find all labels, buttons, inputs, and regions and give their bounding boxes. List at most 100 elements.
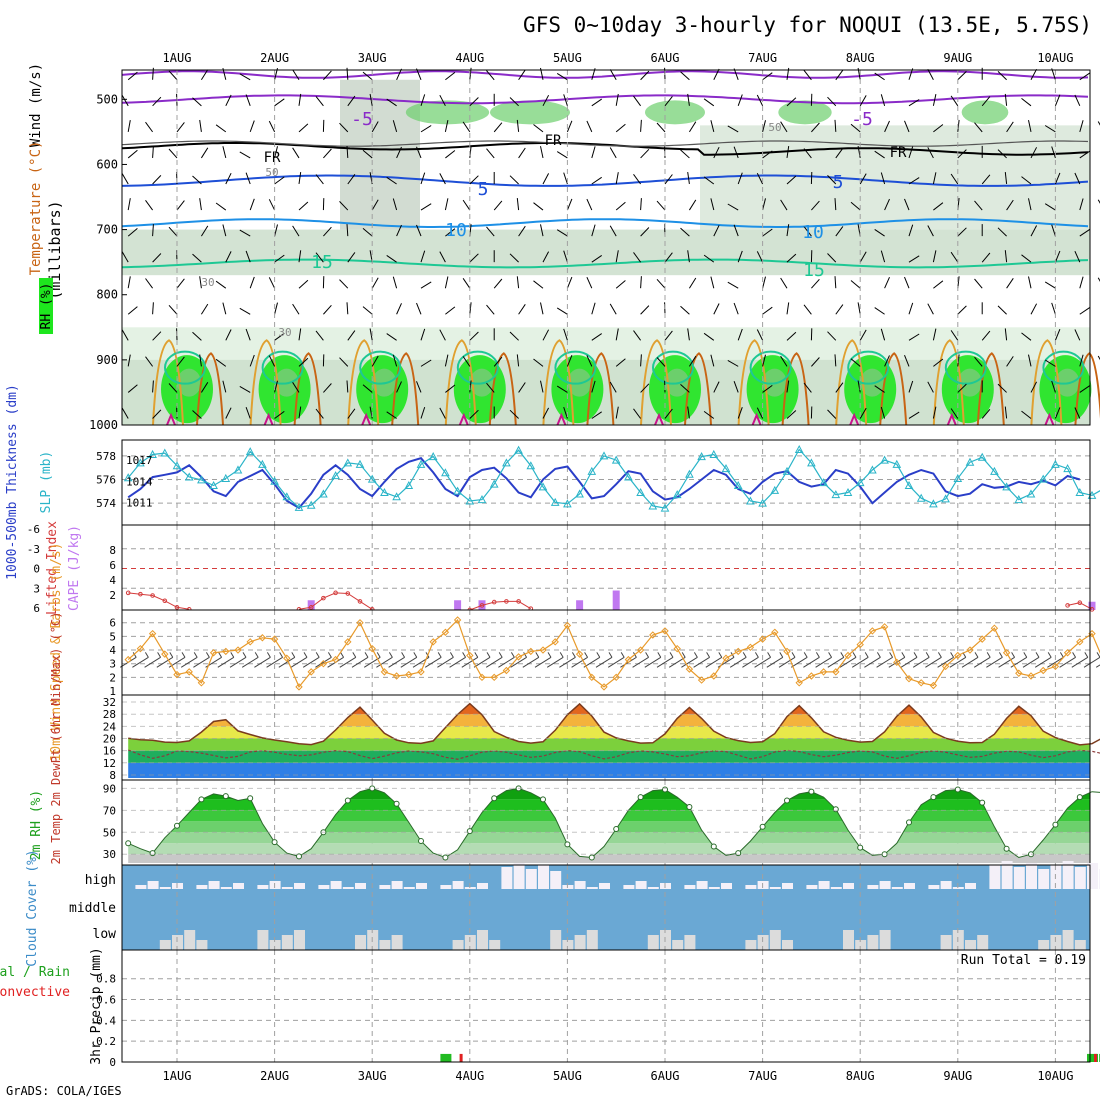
slp-point: [416, 459, 426, 468]
cloud-high-bar: [330, 881, 342, 889]
wind-barb: [640, 276, 642, 289]
cloud-high-bar: [135, 885, 147, 889]
wind-barb: [369, 328, 373, 341]
wind-barb: [591, 380, 596, 393]
wind-barb: [835, 382, 844, 393]
rh2m-point: [125, 840, 132, 847]
wind-barb: [222, 302, 227, 315]
wind-barb: [416, 224, 422, 237]
temp2m-ytick-label: 8: [109, 769, 116, 782]
temp-contour-30: [1044, 412, 1055, 426]
wind-barb: [1074, 329, 1081, 341]
cloud-low-bar: [269, 940, 281, 950]
wind-barb: [462, 278, 471, 289]
cloud-high-bar: [586, 887, 598, 889]
cloud-high-bar: [708, 887, 720, 889]
wind-barb: [908, 146, 914, 159]
wind-barb: [754, 652, 772, 668]
slp-point: [929, 499, 938, 508]
cloud-low-bar: [391, 935, 403, 950]
wind-barb: [225, 172, 232, 185]
wind-barb: [1079, 385, 1090, 393]
wind-barb: [533, 280, 544, 289]
wind-barb: [371, 277, 379, 289]
wind-barb: [927, 225, 934, 237]
wind-barb: [245, 172, 251, 185]
temp-contour-30: [556, 412, 567, 426]
wind-barb: [274, 176, 285, 185]
wind-barb: [780, 277, 788, 289]
wind-speed-point: [758, 635, 767, 643]
wind-barb: [571, 652, 589, 668]
slp-point: [660, 503, 670, 512]
wind-barb: [518, 69, 526, 81]
lifted-index-point: [504, 599, 509, 604]
wind-barb: [664, 96, 673, 107]
wind-barb: [912, 652, 930, 668]
wind-barb: [339, 279, 349, 289]
wind-barb: [609, 303, 617, 315]
wind-speed-point: [466, 651, 474, 660]
lifted-index-point: [150, 593, 155, 598]
cloud-high-bar: [647, 887, 659, 889]
rh2m-point: [491, 795, 498, 802]
wind-barb: [180, 652, 198, 668]
wind-barb: [439, 173, 446, 185]
wind-barb: [556, 385, 568, 393]
wind-barb: [615, 328, 619, 341]
wind-barb: [850, 280, 861, 289]
cloud-high-bar: [513, 863, 525, 889]
rh2m-point: [174, 822, 180, 829]
date-label-bottom: 5AUG: [553, 1069, 582, 1083]
wind-barb: [439, 94, 446, 107]
wind-barb: [1079, 72, 1090, 81]
cloud-high-bar: [574, 881, 586, 889]
wind-barb: [145, 278, 154, 289]
wind-barb: [835, 226, 844, 237]
wind-barb: [640, 305, 650, 315]
wind-speed-point: [270, 635, 279, 643]
wind-barb: [559, 652, 576, 668]
thickness-ytick-label: 574: [96, 497, 116, 510]
cloud-low-bar: [464, 935, 476, 950]
wind-barb: [176, 200, 185, 211]
wind-barb: [239, 73, 251, 81]
wind-speed-point: [490, 673, 498, 682]
slp-point: [294, 502, 304, 511]
lifted-index-point: [1065, 603, 1070, 608]
wind-barb: [864, 652, 881, 668]
wind-barb: [533, 202, 544, 211]
cloud-low-bar: [672, 940, 684, 950]
wind-barb: [1074, 407, 1081, 419]
wind-speed-point: [832, 668, 840, 676]
wind-barb: [591, 98, 602, 107]
rh2m-point: [442, 854, 449, 861]
wind-barb: [445, 150, 456, 159]
wind-barb: [974, 278, 983, 289]
wind-barb: [727, 203, 739, 211]
slp-point: [709, 449, 719, 458]
wind-barb: [640, 70, 650, 81]
cloud-high-bar: [1062, 861, 1074, 889]
slp-point: [489, 479, 499, 488]
wind-barb: [974, 122, 983, 133]
wind-speed-point: [563, 621, 572, 630]
cloud-low-bar: [477, 930, 488, 950]
wind-barb: [469, 380, 472, 393]
wind-barb: [268, 120, 276, 133]
slp-point: [758, 498, 767, 507]
wind-barb: [420, 250, 426, 263]
wind-barb: [884, 198, 890, 211]
precip-convective-legend: Convective: [0, 985, 70, 1000]
wind-barb: [444, 354, 449, 367]
wind-barbs-upper: [121, 67, 1100, 419]
wind-barb: [997, 383, 1007, 393]
rh2m-ylabel: 2m RH (%): [29, 790, 44, 860]
wind-barb: [168, 70, 178, 81]
upper-air-ylabel: (millibars): [46, 200, 64, 299]
wind-barb: [542, 251, 550, 263]
wind-barb: [835, 147, 844, 159]
cloud-high-bar: [806, 885, 818, 889]
cloud-low-bar: [965, 940, 976, 950]
rh2m-point: [222, 793, 229, 800]
